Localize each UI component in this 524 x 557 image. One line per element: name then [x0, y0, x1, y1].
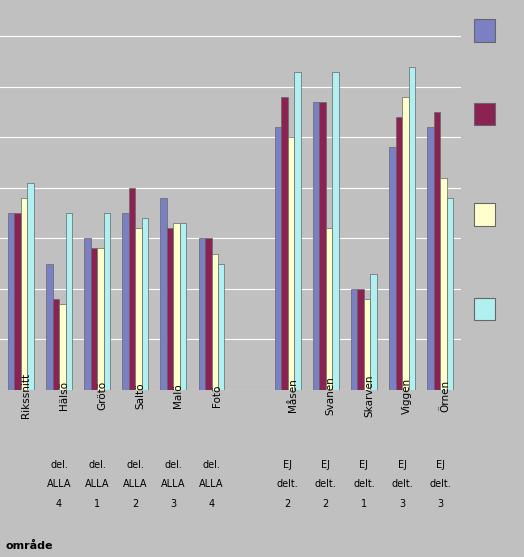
Text: del.: del. — [50, 460, 68, 470]
Text: EJ: EJ — [283, 460, 292, 470]
Bar — [446, 198, 453, 557]
Bar — [281, 97, 288, 557]
Text: 2: 2 — [323, 499, 329, 509]
Bar — [370, 273, 377, 557]
Text: Saltö: Saltö — [135, 382, 145, 409]
Bar — [288, 138, 294, 557]
Text: del.: del. — [203, 460, 221, 470]
Bar — [142, 218, 148, 557]
Bar — [427, 128, 434, 557]
Text: delt.: delt. — [315, 479, 337, 489]
Text: del.: del. — [126, 460, 144, 470]
Bar — [27, 183, 34, 557]
Text: 2: 2 — [132, 499, 138, 509]
Bar — [8, 213, 15, 557]
Bar — [332, 72, 339, 557]
Text: 3: 3 — [437, 499, 443, 509]
Bar — [389, 148, 396, 557]
Bar — [52, 299, 59, 557]
Bar — [15, 213, 21, 557]
Bar — [59, 304, 66, 557]
Bar — [66, 213, 72, 557]
Text: 4: 4 — [209, 499, 214, 509]
Bar — [122, 213, 129, 557]
Text: område: område — [5, 541, 53, 551]
Text: delt.: delt. — [391, 479, 413, 489]
Text: 2: 2 — [285, 499, 291, 509]
Text: EJ: EJ — [321, 460, 330, 470]
Text: del.: del. — [88, 460, 106, 470]
Bar — [180, 223, 187, 557]
Text: delt.: delt. — [277, 479, 299, 489]
Bar — [351, 289, 357, 557]
Bar — [135, 228, 142, 557]
Text: del.: del. — [165, 460, 182, 470]
Text: Malö: Malö — [173, 383, 183, 408]
Text: Svanen: Svanen — [326, 376, 336, 415]
Bar — [199, 238, 205, 557]
Text: Måsen: Måsen — [288, 379, 298, 412]
Bar — [104, 213, 110, 557]
Text: ALLA: ALLA — [161, 479, 185, 489]
Text: 4: 4 — [56, 499, 62, 509]
Text: ALLA: ALLA — [199, 479, 224, 489]
Bar — [173, 223, 180, 557]
Bar — [294, 72, 301, 557]
Bar — [440, 178, 446, 557]
Bar — [212, 253, 218, 557]
Bar — [167, 228, 173, 557]
Bar — [91, 248, 97, 557]
Text: ALLA: ALLA — [47, 479, 71, 489]
Bar — [402, 97, 409, 557]
Bar — [21, 198, 27, 557]
Bar — [205, 238, 212, 557]
Bar — [326, 228, 332, 557]
Text: Hälsö: Hälsö — [59, 381, 69, 410]
Bar — [46, 263, 52, 557]
Text: delt.: delt. — [429, 479, 451, 489]
Text: Viggen: Viggen — [402, 378, 412, 413]
Bar — [84, 238, 91, 557]
Bar — [319, 102, 326, 557]
Text: EJ: EJ — [359, 460, 368, 470]
Bar — [364, 299, 370, 557]
Text: Skarven: Skarven — [364, 374, 374, 417]
Text: ALLA: ALLA — [85, 479, 110, 489]
Text: Rikssnitt: Rikssnitt — [21, 373, 31, 418]
Bar — [129, 188, 135, 557]
Bar — [357, 289, 364, 557]
Text: EJ: EJ — [398, 460, 407, 470]
Text: ALLA: ALLA — [123, 479, 148, 489]
Bar — [160, 198, 167, 557]
Text: 3: 3 — [170, 499, 177, 509]
Text: EJ: EJ — [435, 460, 445, 470]
Text: delt.: delt. — [353, 479, 375, 489]
Bar — [275, 128, 281, 557]
Text: Grötö: Grötö — [97, 381, 107, 410]
Text: 1: 1 — [94, 499, 100, 509]
Bar — [97, 248, 104, 557]
Bar — [218, 263, 224, 557]
Bar — [409, 67, 415, 557]
Text: 1: 1 — [361, 499, 367, 509]
Bar — [313, 102, 319, 557]
Bar — [396, 117, 402, 557]
Text: Örnen: Örnen — [440, 379, 450, 412]
Text: Fotö: Fotö — [212, 384, 222, 407]
Text: 3: 3 — [399, 499, 405, 509]
Bar — [434, 112, 440, 557]
